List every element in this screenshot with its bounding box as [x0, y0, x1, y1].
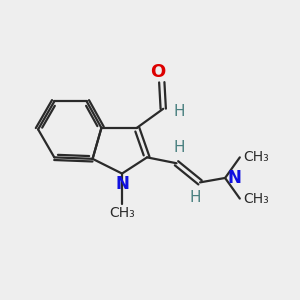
Text: H: H: [174, 104, 185, 119]
Text: H: H: [173, 140, 184, 155]
Text: CH₃: CH₃: [243, 150, 268, 164]
Text: O: O: [150, 63, 165, 81]
Text: N: N: [116, 175, 130, 193]
Text: CH₃: CH₃: [243, 192, 268, 206]
Text: CH₃: CH₃: [109, 206, 135, 220]
Text: H: H: [190, 190, 201, 205]
Text: N: N: [227, 169, 241, 187]
